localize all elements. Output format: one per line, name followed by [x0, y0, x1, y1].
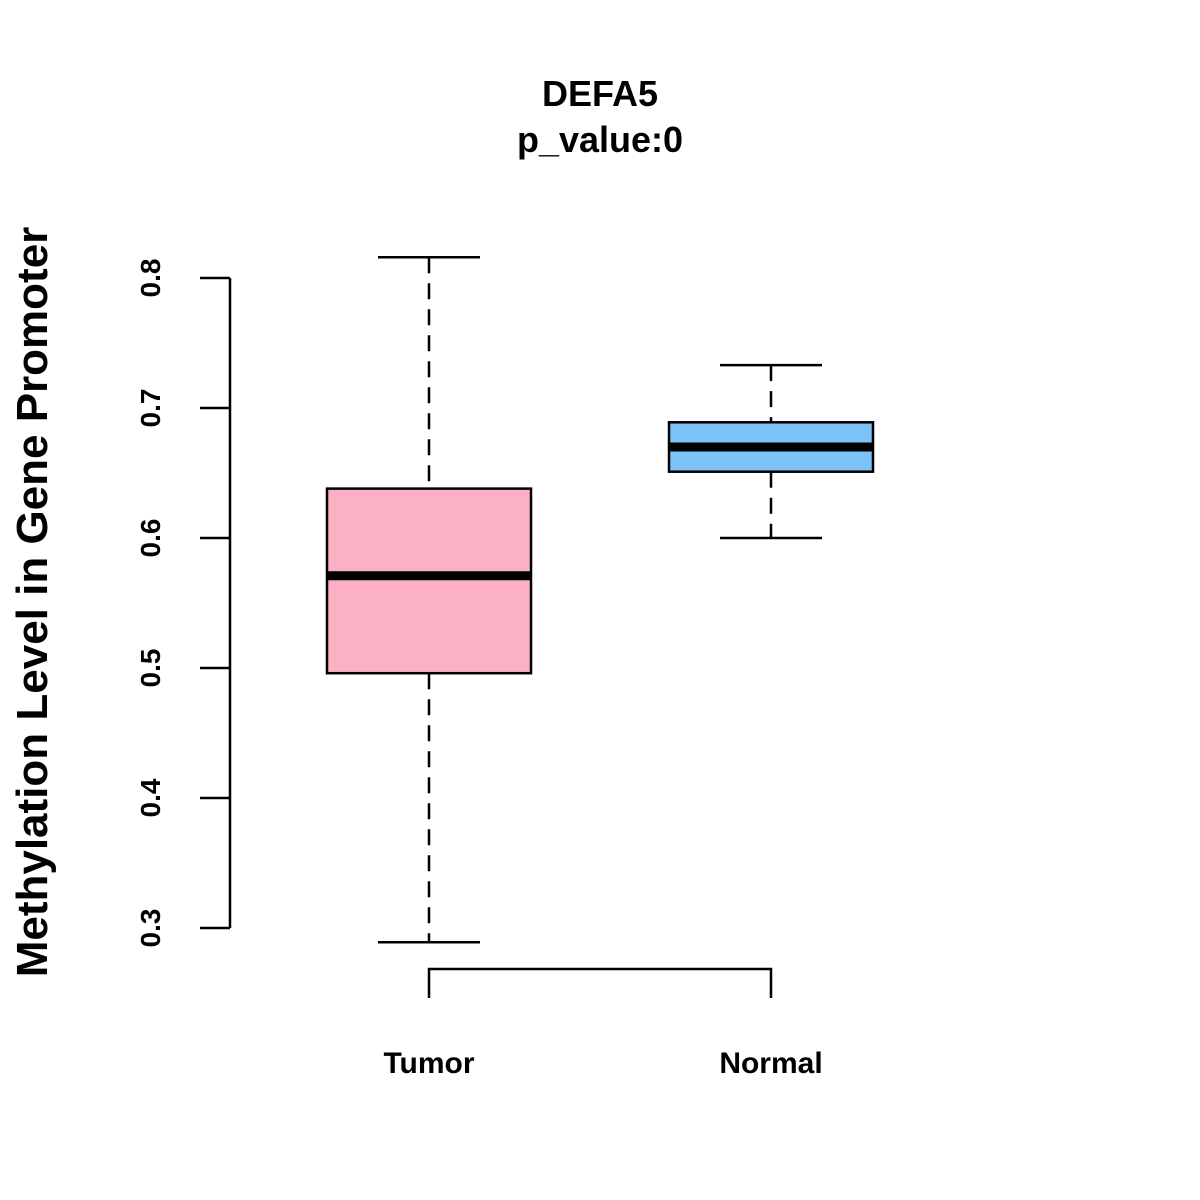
x-label-tumor: Tumor [383, 1047, 474, 1080]
chart-subtitle: p_value:0 [517, 119, 683, 160]
iqr-box [325, 487, 533, 675]
x-label-normal: Normal [719, 1047, 822, 1080]
y-tick-label-0: 0.3 [135, 909, 166, 948]
boxes-group [325, 255, 875, 944]
box-normal [667, 363, 875, 540]
y-tick-label-2: 0.5 [135, 649, 166, 688]
y-tick-label-3: 0.6 [135, 519, 166, 558]
y-tick-label-4: 0.7 [135, 389, 166, 428]
y-tick-label-5: 0.8 [135, 259, 166, 298]
x-axis-labels: Tumor Normal [383, 1047, 822, 1080]
bracket-line [427, 967, 773, 998]
comparison-bracket [427, 967, 773, 998]
y-axis: 0.3 0.4 0.5 0.6 0.7 0.8 [135, 259, 232, 948]
chart-title: DEFA5 [542, 73, 658, 114]
y-axis-label: Methylation Level in Gene Promoter [8, 227, 57, 978]
y-tick-label-1: 0.4 [135, 778, 166, 817]
box-tumor [325, 255, 533, 944]
